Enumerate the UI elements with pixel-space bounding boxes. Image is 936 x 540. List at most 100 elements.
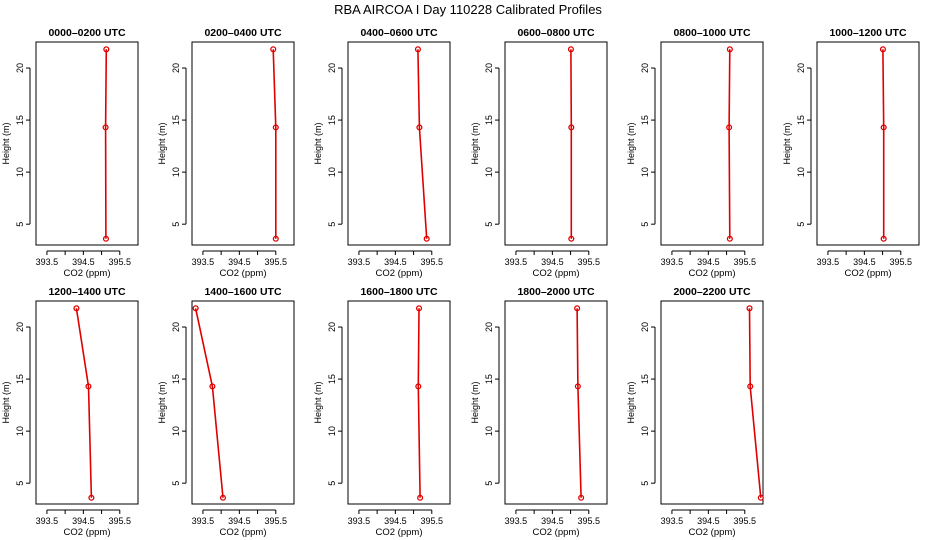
y-tick-label: 20 [484, 322, 494, 332]
y-axis-label: Height (m) [470, 381, 480, 423]
y-tick-label: 15 [171, 374, 181, 384]
plot-frame [816, 41, 920, 246]
y-tick-label: 10 [171, 167, 181, 177]
y-tick-label: 5 [171, 481, 181, 486]
x-axis-label: CO2 (ppm) [220, 268, 267, 279]
x-tick-label: 394.5 [72, 257, 95, 267]
data-point [415, 305, 423, 312]
x-axis-label: CO2 (ppm) [689, 527, 736, 538]
y-tick-label: 20 [171, 63, 181, 73]
x-axis-label: CO2 (ppm) [845, 268, 892, 279]
x-axis-label: CO2 (ppm) [376, 268, 423, 279]
y-tick-label: 5 [484, 222, 494, 227]
y-tick-label: 10 [640, 426, 650, 436]
y-tick-label: 20 [15, 63, 25, 73]
x-tick-label: 394.5 [697, 257, 720, 267]
data-point [415, 383, 422, 390]
x-tick-label: 393.5 [348, 257, 371, 267]
y-tick-label: 10 [796, 167, 806, 177]
data-point [567, 46, 574, 53]
x-tick-label: 395.5 [734, 516, 757, 526]
data-point [574, 383, 581, 390]
plot-frame [35, 41, 139, 246]
y-tick-label: 15 [640, 374, 650, 384]
y-tick-label: 10 [484, 426, 494, 436]
y-tick-label: 5 [171, 222, 181, 227]
x-tick-label: 394.5 [541, 257, 564, 267]
plot-frame [347, 41, 451, 246]
x-tick-label: 393.5 [505, 516, 528, 526]
data-point [423, 235, 430, 242]
data-point [102, 124, 109, 131]
y-tick-label: 15 [484, 374, 494, 384]
x-tick-label: 394.5 [72, 516, 95, 526]
data-point [417, 494, 424, 501]
y-tick-label: 5 [327, 222, 337, 227]
y-tick-label: 10 [171, 426, 181, 436]
y-tick-label: 5 [796, 222, 806, 227]
y-tick-label: 20 [327, 322, 337, 332]
y-tick-label: 5 [640, 481, 650, 486]
y-tick-label: 5 [15, 222, 25, 227]
x-tick-label: 394.5 [228, 257, 251, 267]
profile-line [882, 49, 885, 239]
y-axis-label: Height (m) [313, 122, 323, 164]
x-tick-label: 393.5 [192, 257, 215, 267]
data-point [270, 46, 277, 53]
x-axis-label: CO2 (ppm) [689, 268, 736, 279]
profile-line [194, 308, 224, 498]
panel-title: 0600–0800 UTC [517, 27, 594, 39]
plot-frame [347, 300, 451, 505]
x-tick-label: 393.5 [505, 257, 528, 267]
x-tick-label: 395.5 [265, 516, 288, 526]
plot-frame [191, 300, 295, 505]
plot-frame [504, 300, 608, 505]
panel-title: 1800–2000 UTC [517, 286, 594, 298]
x-axis-label: CO2 (ppm) [533, 268, 580, 279]
data-point [272, 124, 279, 131]
x-tick-label: 395.5 [421, 257, 444, 267]
data-point [746, 305, 753, 312]
x-tick-label: 395.5 [265, 257, 288, 267]
x-tick-label: 394.5 [541, 516, 564, 526]
data-point [192, 305, 199, 312]
data-point [88, 494, 95, 501]
y-axis-label: Height (m) [782, 122, 792, 164]
x-tick-label: 395.5 [578, 257, 601, 267]
x-tick-label: 394.5 [384, 257, 407, 267]
y-tick-label: 15 [640, 115, 650, 125]
data-point [73, 305, 80, 312]
profile-line [104, 49, 108, 239]
data-point [879, 46, 886, 53]
y-tick-label: 20 [171, 322, 181, 332]
x-tick-label: 393.5 [192, 516, 215, 526]
x-tick-label: 395.5 [109, 516, 132, 526]
data-point [568, 235, 575, 242]
y-tick-label: 15 [327, 374, 337, 384]
x-tick-label: 395.5 [734, 257, 757, 267]
panel-title: 2000–2200 UTC [673, 286, 750, 298]
data-point [880, 124, 887, 131]
profile-line [576, 308, 582, 498]
plot-frame [191, 41, 295, 246]
y-tick-label: 15 [15, 115, 25, 125]
x-axis-label: CO2 (ppm) [376, 527, 423, 538]
data-point [757, 494, 764, 501]
y-tick-label: 20 [796, 63, 806, 73]
y-axis-label: Height (m) [313, 381, 323, 423]
panel-title: 1200–1400 UTC [48, 286, 125, 298]
y-tick-label: 15 [15, 374, 25, 384]
y-tick-label: 10 [327, 426, 337, 436]
data-point [574, 305, 581, 312]
y-axis-label: Height (m) [157, 122, 167, 164]
y-tick-label: 5 [484, 481, 494, 486]
panel-title: 0000–0200 UTC [48, 27, 125, 39]
